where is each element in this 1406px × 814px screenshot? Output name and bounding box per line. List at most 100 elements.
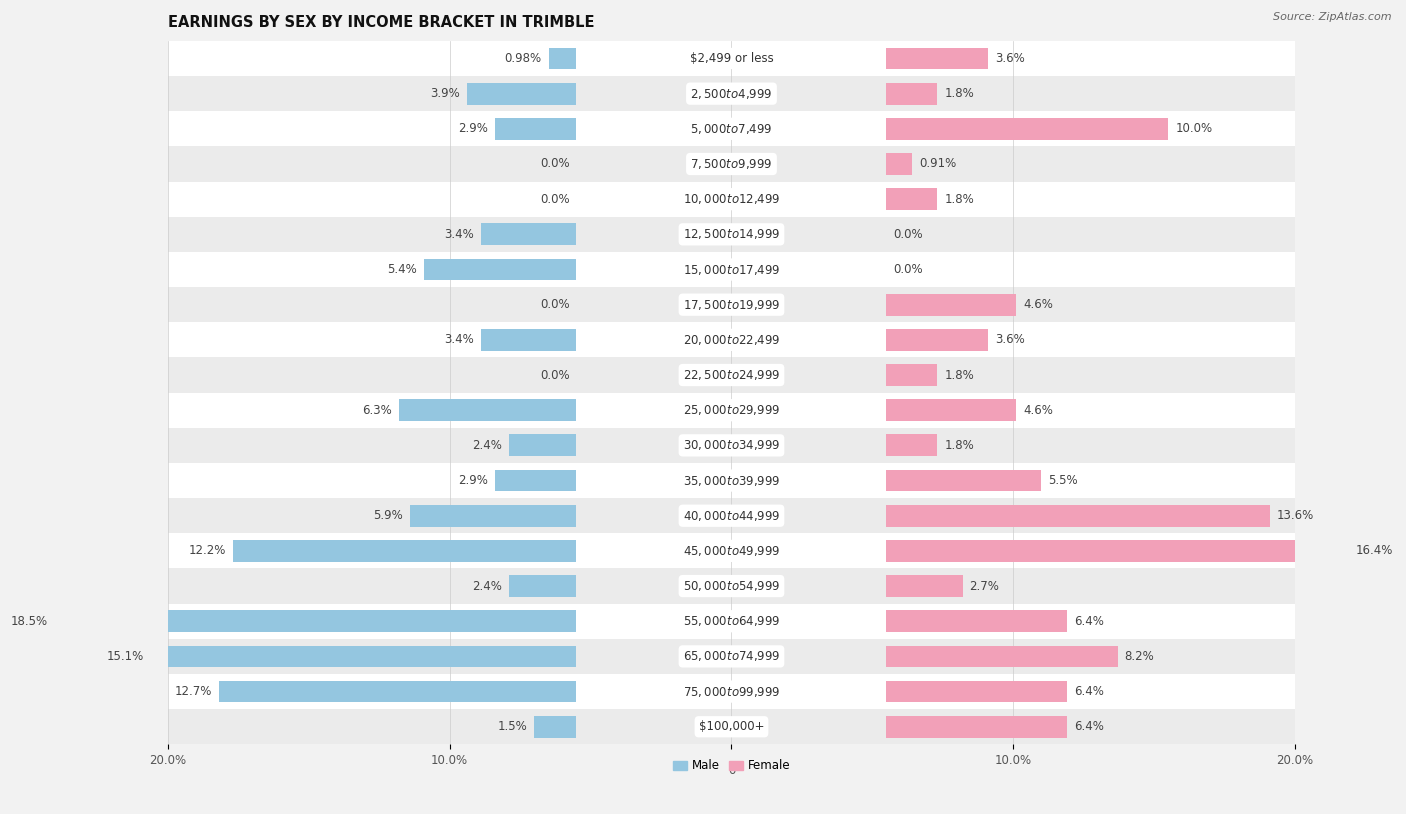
Text: 6.4%: 6.4% xyxy=(1074,685,1104,698)
Bar xyxy=(509,575,576,597)
Bar xyxy=(167,568,1295,604)
Text: $25,000 to $29,999: $25,000 to $29,999 xyxy=(683,403,780,418)
Bar xyxy=(886,329,988,351)
Text: 2.7%: 2.7% xyxy=(970,580,1000,593)
Text: 5.9%: 5.9% xyxy=(374,510,404,523)
Bar xyxy=(886,153,912,175)
Bar xyxy=(886,83,938,104)
Text: 18.5%: 18.5% xyxy=(11,615,48,628)
Text: $40,000 to $44,999: $40,000 to $44,999 xyxy=(683,509,780,523)
Bar xyxy=(167,604,1295,639)
Text: $2,499 or less: $2,499 or less xyxy=(689,52,773,65)
Text: 0.0%: 0.0% xyxy=(893,263,924,276)
Bar xyxy=(167,639,1295,674)
Text: 0: 0 xyxy=(728,764,735,777)
Text: 5.4%: 5.4% xyxy=(388,263,418,276)
Text: 0.0%: 0.0% xyxy=(540,157,569,170)
Text: 4.6%: 4.6% xyxy=(1024,404,1053,417)
Bar xyxy=(886,400,1017,421)
Bar xyxy=(886,575,963,597)
Text: 3.6%: 3.6% xyxy=(995,52,1025,65)
Text: $45,000 to $49,999: $45,000 to $49,999 xyxy=(683,544,780,558)
Bar xyxy=(548,47,576,69)
Text: $30,000 to $34,999: $30,000 to $34,999 xyxy=(683,439,780,453)
Text: 1.8%: 1.8% xyxy=(945,87,974,100)
Text: 1.8%: 1.8% xyxy=(945,439,974,452)
Text: $35,000 to $39,999: $35,000 to $39,999 xyxy=(683,474,780,488)
Text: $65,000 to $74,999: $65,000 to $74,999 xyxy=(683,650,780,663)
Text: 0.0%: 0.0% xyxy=(540,298,569,311)
Bar xyxy=(167,182,1295,217)
Text: $10,000 to $12,499: $10,000 to $12,499 xyxy=(683,192,780,206)
Bar xyxy=(886,188,938,210)
Text: 8.2%: 8.2% xyxy=(1125,650,1154,663)
Text: 3.4%: 3.4% xyxy=(444,228,474,241)
Bar xyxy=(886,364,938,386)
Text: 3.6%: 3.6% xyxy=(995,334,1025,347)
Bar xyxy=(167,392,1295,428)
Text: 0.0%: 0.0% xyxy=(540,369,569,382)
Bar xyxy=(167,709,1295,744)
Bar xyxy=(167,147,1295,182)
Bar xyxy=(886,540,1348,562)
Text: 10.0%: 10.0% xyxy=(1175,122,1212,135)
Bar xyxy=(167,322,1295,357)
Bar xyxy=(167,217,1295,252)
Text: $55,000 to $64,999: $55,000 to $64,999 xyxy=(683,615,780,628)
Text: Source: ZipAtlas.com: Source: ZipAtlas.com xyxy=(1274,12,1392,22)
Text: $50,000 to $54,999: $50,000 to $54,999 xyxy=(683,579,780,593)
Text: $5,000 to $7,499: $5,000 to $7,499 xyxy=(690,122,773,136)
Bar xyxy=(886,47,988,69)
Bar xyxy=(233,540,576,562)
Bar xyxy=(886,681,1067,702)
Text: $20,000 to $22,499: $20,000 to $22,499 xyxy=(683,333,780,347)
Bar xyxy=(167,76,1295,112)
Bar xyxy=(167,463,1295,498)
Text: 15.1%: 15.1% xyxy=(107,650,143,663)
Text: 2.4%: 2.4% xyxy=(472,439,502,452)
Bar xyxy=(886,610,1067,632)
Text: $75,000 to $99,999: $75,000 to $99,999 xyxy=(683,685,780,698)
Bar xyxy=(399,400,576,421)
Bar xyxy=(55,610,576,632)
Bar xyxy=(467,83,576,104)
Bar xyxy=(411,505,576,527)
Text: $22,500 to $24,999: $22,500 to $24,999 xyxy=(683,368,780,382)
Bar xyxy=(886,716,1067,737)
Text: 3.4%: 3.4% xyxy=(444,334,474,347)
Bar xyxy=(167,357,1295,392)
Text: 12.2%: 12.2% xyxy=(188,545,226,558)
Text: 6.4%: 6.4% xyxy=(1074,720,1104,733)
Text: 13.6%: 13.6% xyxy=(1277,510,1315,523)
Bar xyxy=(534,716,576,737)
Bar xyxy=(495,118,576,140)
Text: $2,500 to $4,999: $2,500 to $4,999 xyxy=(690,86,773,101)
Bar xyxy=(886,646,1118,667)
Text: $17,500 to $19,999: $17,500 to $19,999 xyxy=(683,298,780,312)
Bar xyxy=(886,294,1017,316)
Bar xyxy=(167,41,1295,76)
Text: 6.3%: 6.3% xyxy=(363,404,392,417)
Text: 0.91%: 0.91% xyxy=(920,157,956,170)
Bar xyxy=(167,533,1295,568)
Text: 0.98%: 0.98% xyxy=(505,52,541,65)
Bar xyxy=(886,118,1168,140)
Text: 1.8%: 1.8% xyxy=(945,369,974,382)
Bar xyxy=(167,287,1295,322)
Text: 2.9%: 2.9% xyxy=(458,122,488,135)
Bar xyxy=(218,681,576,702)
Bar xyxy=(167,112,1295,147)
Text: $7,500 to $9,999: $7,500 to $9,999 xyxy=(690,157,773,171)
Bar xyxy=(495,470,576,492)
Text: 4.6%: 4.6% xyxy=(1024,298,1053,311)
Bar xyxy=(509,435,576,457)
Text: 16.4%: 16.4% xyxy=(1355,545,1393,558)
Bar xyxy=(425,259,576,280)
Bar xyxy=(886,470,1042,492)
Bar xyxy=(167,252,1295,287)
Text: 0.0%: 0.0% xyxy=(540,193,569,206)
Text: 0.0%: 0.0% xyxy=(893,228,924,241)
Text: 12.7%: 12.7% xyxy=(174,685,211,698)
Bar xyxy=(167,674,1295,709)
Bar xyxy=(886,435,938,457)
